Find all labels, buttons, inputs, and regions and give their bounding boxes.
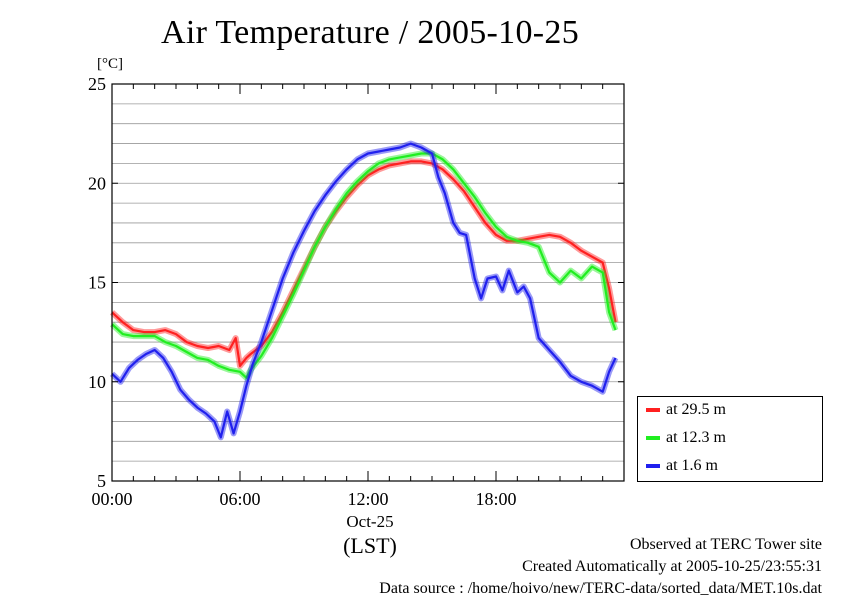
footer-source: Data source : /home/hoivo/new/TERC-data/…: [379, 580, 822, 597]
legend: at 29.5 m at 12.3 m at 1.6 m: [637, 396, 823, 482]
grid-layer: [112, 103, 624, 462]
chart-title: Air Temperature / 2005-10-25: [161, 14, 579, 51]
legend-item-29-5m: at 29.5 m: [646, 401, 726, 419]
x-tick-label: 00:00: [91, 489, 132, 509]
series-line-1: [111, 152, 617, 379]
x-tick-label: 06:00: [219, 489, 260, 509]
legend-item-1-6m: at 1.6 m: [646, 457, 718, 475]
x-tick-label: 12:00: [347, 489, 388, 509]
y-tick-label: 20: [88, 173, 106, 193]
footer-observed: Observed at TERC Tower site: [629, 536, 822, 553]
legend-swatch-12-3m: [646, 436, 660, 440]
y-axis-unit-label: [°C]: [97, 56, 123, 72]
x-axis-label: (LST): [343, 533, 397, 558]
x-axis-date-label: Oct-25: [346, 512, 394, 531]
legend-item-12-3m: at 12.3 m: [646, 429, 726, 447]
legend-label-12-3m: at 12.3 m: [666, 429, 726, 446]
series-layer: [109, 140, 619, 441]
y-tick-label: 25: [88, 74, 106, 94]
y-tick-label: 10: [88, 372, 106, 392]
legend-label-29-5m: at 29.5 m: [666, 401, 726, 418]
legend-label-1-6m: at 1.6 m: [666, 457, 718, 474]
legend-swatch-1-6m: [646, 464, 660, 468]
series-line-0: [111, 160, 617, 367]
y-tick-label: 15: [88, 273, 106, 293]
series-line-2: [111, 142, 617, 439]
legend-swatch-29-5m: [646, 408, 660, 412]
tick-layer: 5 10 15 20 25 00:00 06:00 12:00 18:00: [88, 74, 624, 509]
y-tick-label: 5: [97, 471, 106, 491]
series-halo-2: [109, 140, 619, 441]
footer-created: Created Automatically at 2005-10-25/23:5…: [522, 558, 822, 575]
x-tick-label: 18:00: [475, 489, 516, 509]
